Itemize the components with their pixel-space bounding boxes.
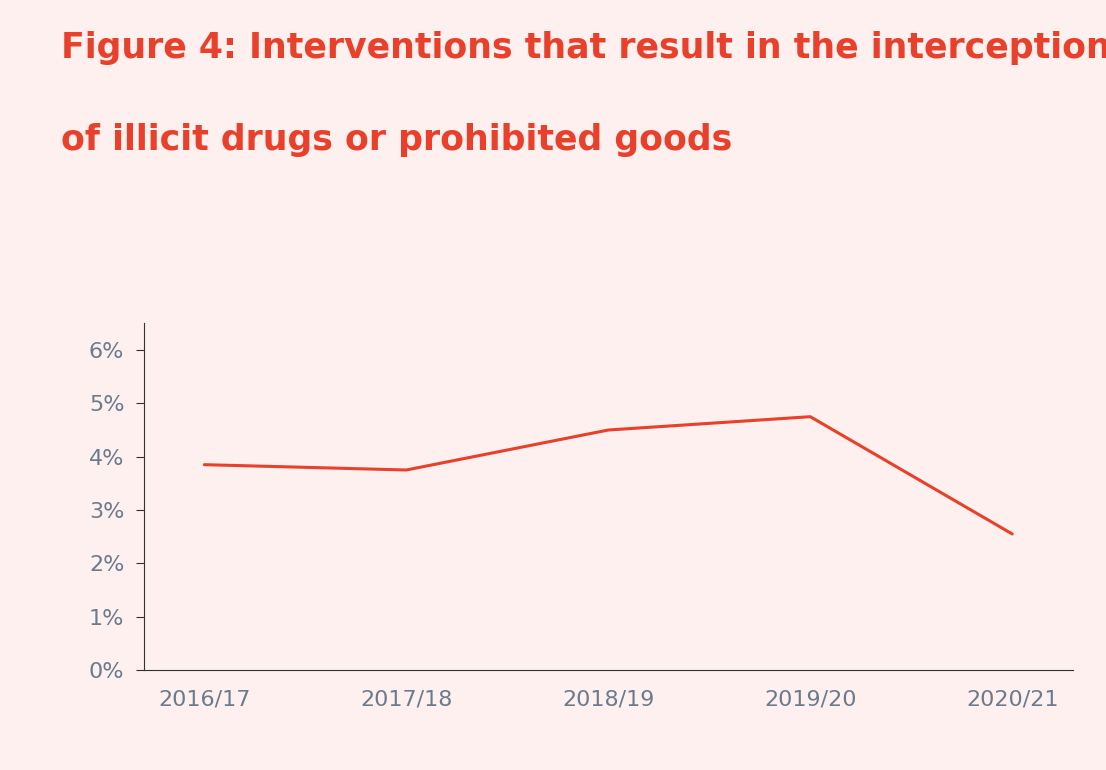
Text: of illicit drugs or prohibited goods: of illicit drugs or prohibited goods [61,123,732,157]
Text: Figure 4: Interventions that result in the interception: Figure 4: Interventions that result in t… [61,31,1106,65]
